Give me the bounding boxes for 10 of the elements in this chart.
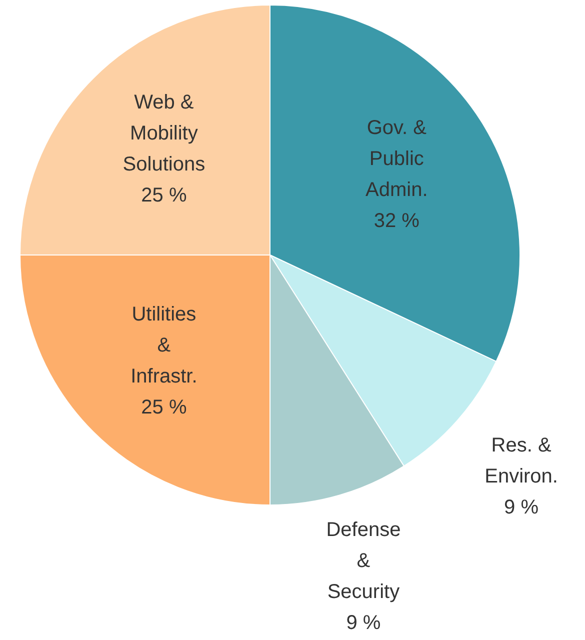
slice-label: Utilities & Infrastr. [130,304,198,388]
slice-label: Defense & Security [326,519,401,604]
data-label: 32 % [374,210,420,232]
slice-label: Gov. & Public Admin. [366,117,428,202]
slice-label: Web & Mobility Solutions [122,91,206,176]
data-label: 9 % [346,612,381,634]
slice-label: Res. & Environ. [484,434,558,488]
data-label: 9 % [504,496,539,519]
data-label: 25 % [141,396,187,419]
data-label: 25 % [141,184,187,206]
